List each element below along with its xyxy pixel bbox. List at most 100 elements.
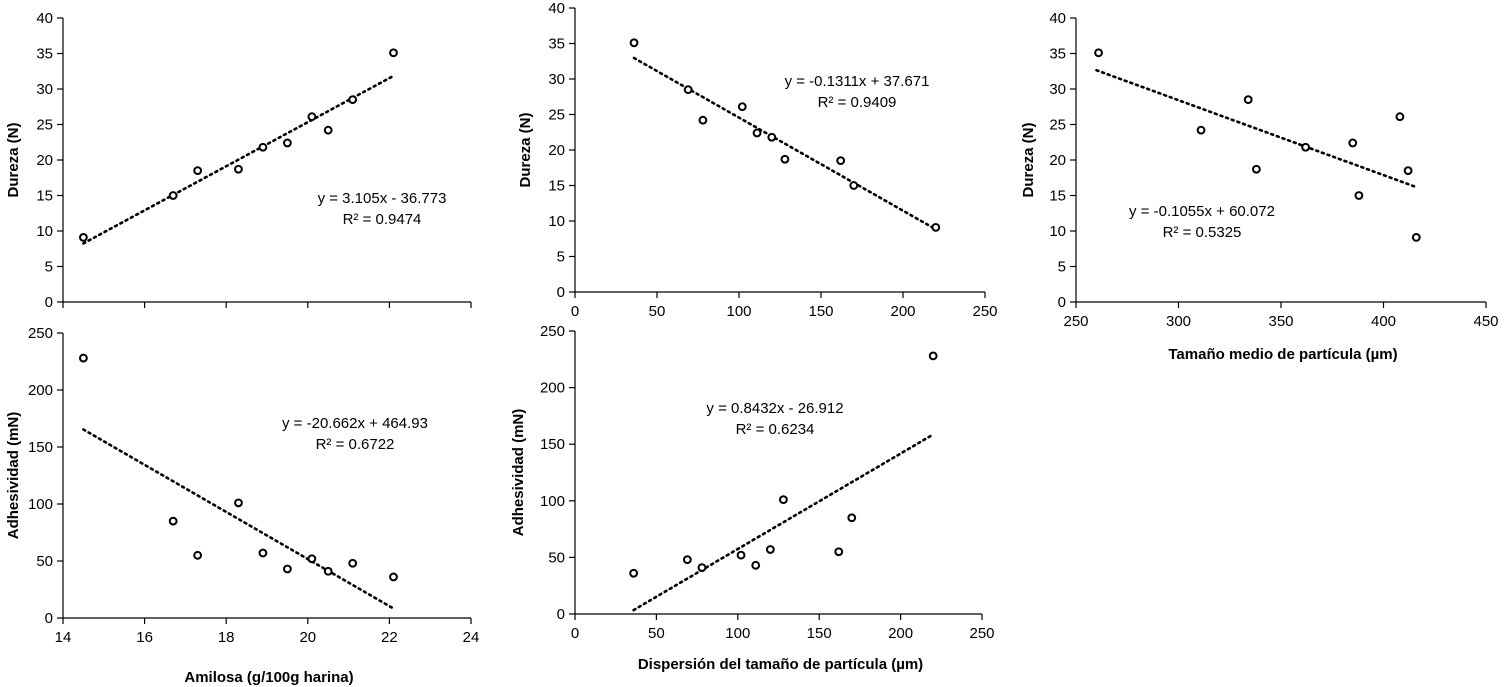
x-axis-title: Amilosa (g/100g harina) [184,669,353,686]
data-point [1411,232,1421,242]
data-point [193,166,203,176]
y-tick-label: 150 [540,436,565,453]
y-tick-label: 20 [548,142,565,159]
data-point [168,191,178,200]
chart-panels: 0 5 10 15 20 25 30 35 40 Dureza (N) y = 3.105x - 3… [5,0,1499,686]
data-point [767,132,777,142]
y-tick-label: 15 [1049,188,1066,205]
data-point [752,128,762,138]
y-tick-label: 10 [36,223,53,240]
y-tick-label: 40 [1049,10,1066,27]
data-point [1348,138,1358,148]
data-point [323,125,333,135]
data-point [836,156,846,166]
x-tick-label: 22 [381,629,398,646]
x-tick-label: 0 [571,303,579,320]
data-point [847,513,857,523]
y-tick-label: 200 [28,382,53,399]
trend-line [632,56,938,231]
y-tick-label: 5 [1058,259,1066,276]
y-tick-label: 40 [548,0,565,17]
data-point [79,232,88,242]
y-tick-label: 0 [45,294,53,311]
y-tick-label: 0 [1058,294,1066,311]
data-point [234,164,243,174]
y-tick-label: 10 [548,213,565,230]
data-point [780,154,790,164]
data-point [193,550,203,560]
data-point [682,555,692,565]
data-point [928,351,938,361]
data-point [283,564,292,574]
y-tick-label: 0 [557,284,565,301]
y-tick-label: 20 [36,152,53,169]
x-tick-label: 250 [972,303,997,320]
data-point [834,547,844,557]
trend-line [82,428,395,610]
y-axis-title: Dureza (N) [1020,122,1037,197]
y-tick-label: 25 [1049,117,1066,134]
y-tick-label: 5 [45,259,53,276]
trend-equation: y = 3.105x - 36.773 [318,190,447,207]
data-point [1354,191,1364,200]
x-tick-label: 200 [890,303,915,320]
trend-r-squared: R² = 0.9474 [343,211,422,228]
data-point [234,498,243,508]
trend-equation: y = -0.1055x + 60.072 [1129,203,1275,220]
y-tick-label: 15 [548,178,565,195]
y-tick-label: 250 [28,325,53,342]
y-tick-label: 30 [36,81,53,98]
data-point [931,222,941,232]
y-tick-label: 35 [1049,46,1066,63]
y-tick-label: 25 [36,117,53,134]
trend-r-squared: R² = 0.6722 [316,436,395,453]
x-tick-label: 400 [1371,313,1396,330]
x-tick-label: 300 [1166,313,1191,330]
trend-line [1095,68,1416,188]
trend-line [82,74,395,245]
y-tick-label: 0 [45,610,53,627]
y-tick-label: 50 [36,553,53,570]
data-point [323,566,333,576]
data-point [737,102,747,112]
data-point [307,112,317,122]
data-point [778,495,788,505]
data-point [1196,125,1206,135]
data-point [629,568,639,578]
data-point [1395,112,1405,122]
x-tick-label: 14 [55,629,72,646]
trend-r-squared: R² = 0.9409 [818,94,897,111]
x-tick-label: 50 [648,625,665,642]
x-tick-label: 100 [725,625,750,642]
x-tick-label: 200 [888,625,913,642]
chart-amilosa_dureza: 0 5 10 15 20 25 30 35 40 Dureza (N) y = 3.105x - 3… [5,10,472,311]
data-point [849,181,859,190]
y-tick-label: 5 [557,249,565,266]
data-point [258,142,268,152]
y-axis-title: Dureza (N) [5,122,22,197]
data-point [348,558,358,568]
x-tick-label: 150 [807,625,832,642]
data-point [1252,164,1261,174]
data-point [389,48,398,58]
y-tick-label: 40 [36,10,53,27]
data-point [751,560,761,570]
y-tick-label: 50 [548,549,565,566]
data-point [683,85,693,95]
chart-amilosa_adhesividad: 0 50 100 150 200 250 14 16 18 20 22 24 Adhesividad (… [5,325,479,686]
y-tick-label: 250 [540,323,565,340]
x-tick-label: 100 [726,303,751,320]
x-tick-label: 16 [136,629,153,646]
chart-dispersion_adhesividad: 0 50 100 150 200 250 0 50 100 150 200 250 Adhesivida… [510,323,995,673]
data-point [765,545,775,554]
x-axis-title: Dispersión del tamaño de partícula (µm) [638,656,923,673]
trend-line [632,433,935,612]
y-tick-label: 30 [548,71,565,88]
y-tick-label: 200 [540,380,565,397]
trend-r-squared: R² = 0.6234 [736,421,815,438]
x-axis-title: Tamaño medio de partícula (µm) [1168,346,1397,363]
data-point [1403,166,1413,176]
y-tick-label: 0 [557,606,565,623]
x-tick-label: 450 [1473,313,1498,330]
